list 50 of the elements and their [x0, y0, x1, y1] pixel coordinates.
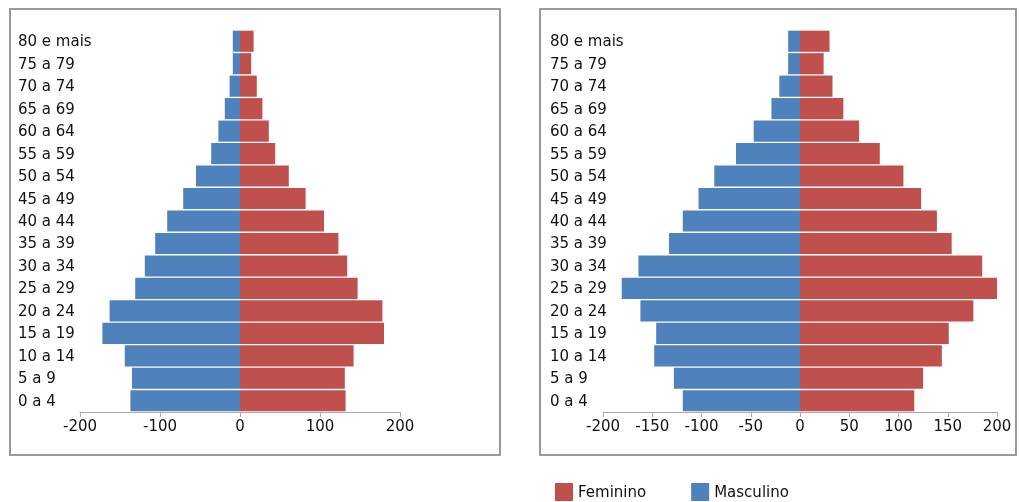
- y-tick-label: 10 a 14: [550, 346, 607, 365]
- x-tick-label: 200: [385, 416, 415, 435]
- x-tick-label: 0: [235, 416, 245, 435]
- y-tick-label: 50 a 54: [550, 167, 607, 186]
- y-tick-label: 15 a 19: [550, 324, 607, 343]
- legend-label: Masculino: [714, 483, 789, 501]
- x-tick-label: -100: [142, 416, 178, 435]
- y-tick-label: 30 a 34: [18, 256, 75, 275]
- y-tick-label: 65 a 69: [18, 99, 75, 118]
- y-tick-label: 10 a 14: [18, 346, 75, 365]
- y-tick-label: 60 a 64: [18, 122, 75, 141]
- y-tick-label: 20 a 24: [550, 301, 607, 320]
- y-tick-label: 15 a 19: [18, 324, 75, 343]
- y-tick-label: 45 a 49: [18, 189, 75, 208]
- y-tick-label: 70 a 74: [18, 77, 75, 96]
- y-tick-label: 75 a 79: [550, 54, 607, 73]
- x-tick-label: -150: [635, 416, 670, 435]
- y-tick-label: 35 a 39: [550, 234, 607, 253]
- y-tick-label: 45 a 49: [550, 189, 607, 208]
- y-tick-label: 0 a 4: [550, 391, 588, 410]
- y-tick-label: 40 a 44: [550, 212, 607, 230]
- legend-label: Feminino: [578, 483, 647, 501]
- y-tick-label: 35 a 39: [18, 234, 75, 253]
- x-tick-label: 0: [795, 416, 805, 435]
- y-tick-label: 5 a 9: [18, 369, 56, 388]
- x-tick-label: 100: [884, 416, 913, 435]
- y-tick-label: 80 e mais: [550, 32, 624, 51]
- y-tick-label: 25 a 29: [18, 279, 75, 298]
- y-tick-label: 50 a 54: [18, 167, 75, 186]
- y-tick-label: 55 a 59: [550, 144, 607, 163]
- y-tick-label: 70 a 74: [550, 77, 607, 96]
- y-tick-label: 75 a 79: [18, 54, 75, 73]
- y-tick-label: 65 a 69: [550, 99, 607, 118]
- y-tick-label: 40 a 44: [18, 212, 75, 230]
- y-tick-label: 55 a 59: [18, 144, 75, 163]
- y-tick-label: 60 a 64: [550, 122, 607, 141]
- y-tick-label: 30 a 34: [550, 256, 607, 275]
- x-tick-label: 150: [933, 416, 963, 435]
- y-tick-label: 25 a 29: [550, 279, 607, 298]
- x-tick-label: -200: [585, 416, 621, 435]
- x-tick-label: 50: [839, 416, 859, 435]
- y-tick-label: 0 a 4: [18, 391, 56, 410]
- y-tick-label: 80 e mais: [18, 32, 92, 51]
- y-tick-label: 5 a 9: [550, 369, 588, 388]
- x-tick-label: -200: [62, 416, 98, 435]
- x-tick-label: 100: [305, 416, 335, 435]
- x-tick-label: 200: [982, 416, 1012, 435]
- y-tick-label: 20 a 24: [18, 301, 75, 320]
- x-tick-label: -100: [684, 416, 719, 435]
- x-tick-label: -50: [738, 416, 763, 435]
